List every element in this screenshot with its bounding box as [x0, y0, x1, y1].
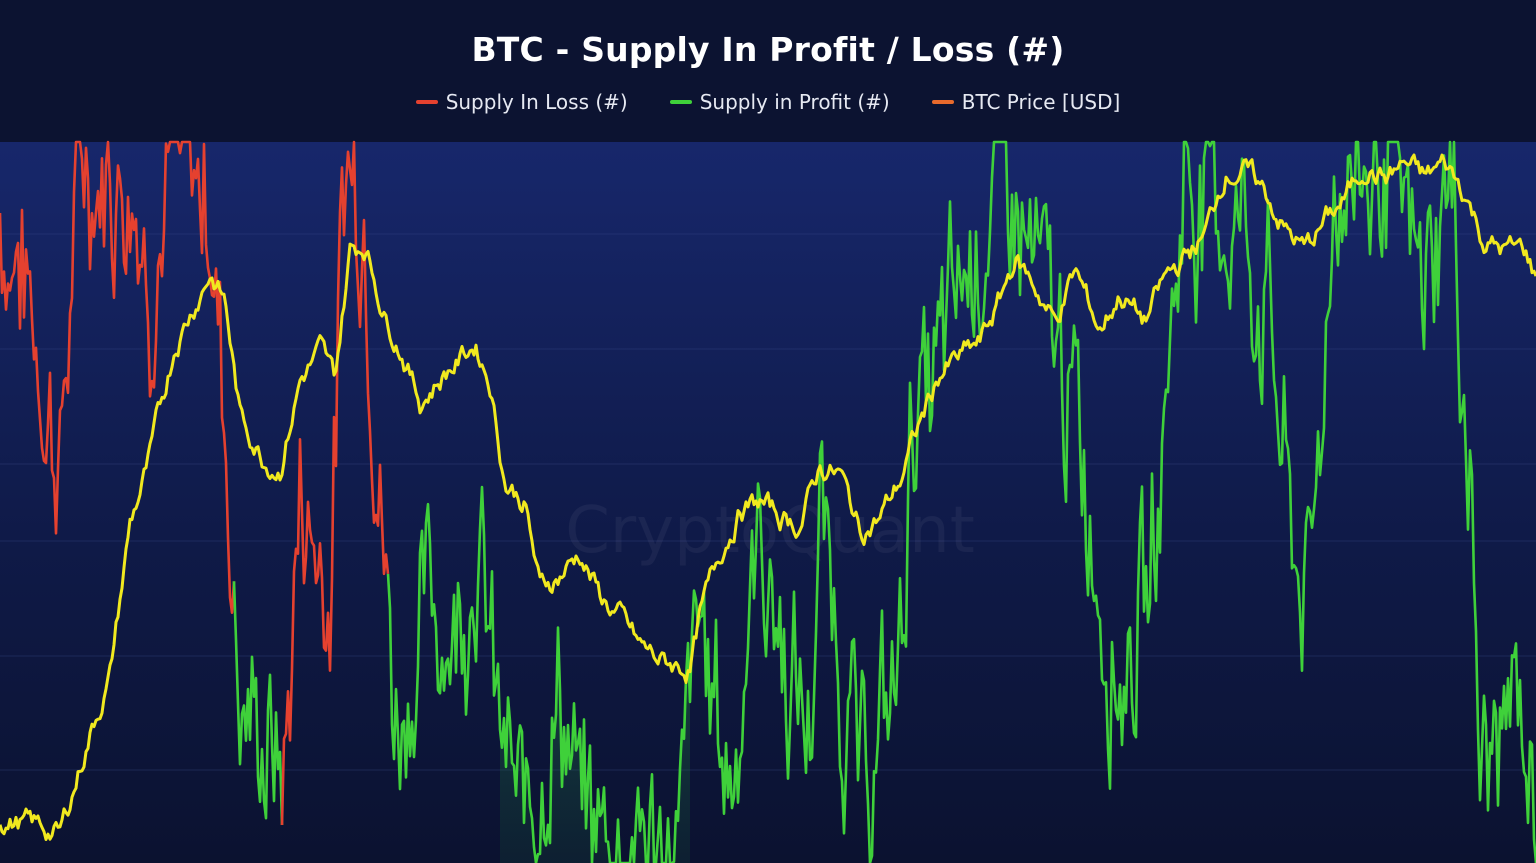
legend-item-btc-price[interactable]: BTC Price [USD] [931, 90, 1121, 114]
series-line-btc-price [0, 153, 1536, 841]
legend-label-supply-in-profit: Supply in Profit (#) [699, 90, 890, 114]
legend-swatch-btc-price [931, 100, 954, 104]
series-layer [0, 140, 1536, 863]
legend-label-supply-in-loss: Supply In Loss (#) [445, 90, 628, 114]
legend-label-btc-price: BTC Price [USD] [961, 90, 1121, 114]
profit-area-fill [500, 627, 690, 863]
series-line-supply-in-loss-0 [0, 140, 236, 615]
chart-title: BTC - Supply In Profit / Loss (#) [471, 30, 1065, 69]
series-line-supply-in-profit-1 [232, 581, 284, 826]
chart-header: BTC - Supply In Profit / Loss (#) Supply… [0, 0, 1536, 142]
legend-item-supply-in-loss[interactable]: Supply In Loss (#) [415, 90, 628, 114]
legend-item-supply-in-profit[interactable]: Supply in Profit (#) [669, 90, 890, 114]
legend-swatch-supply-in-loss [415, 100, 438, 104]
legend: Supply In Loss (#) Supply in Profit (#) … [0, 90, 1536, 114]
series-line-supply-in-loss-2 [280, 140, 390, 826]
series-line-supply-in-profit-3 [386, 140, 1536, 863]
legend-swatch-supply-in-profit [669, 100, 692, 104]
